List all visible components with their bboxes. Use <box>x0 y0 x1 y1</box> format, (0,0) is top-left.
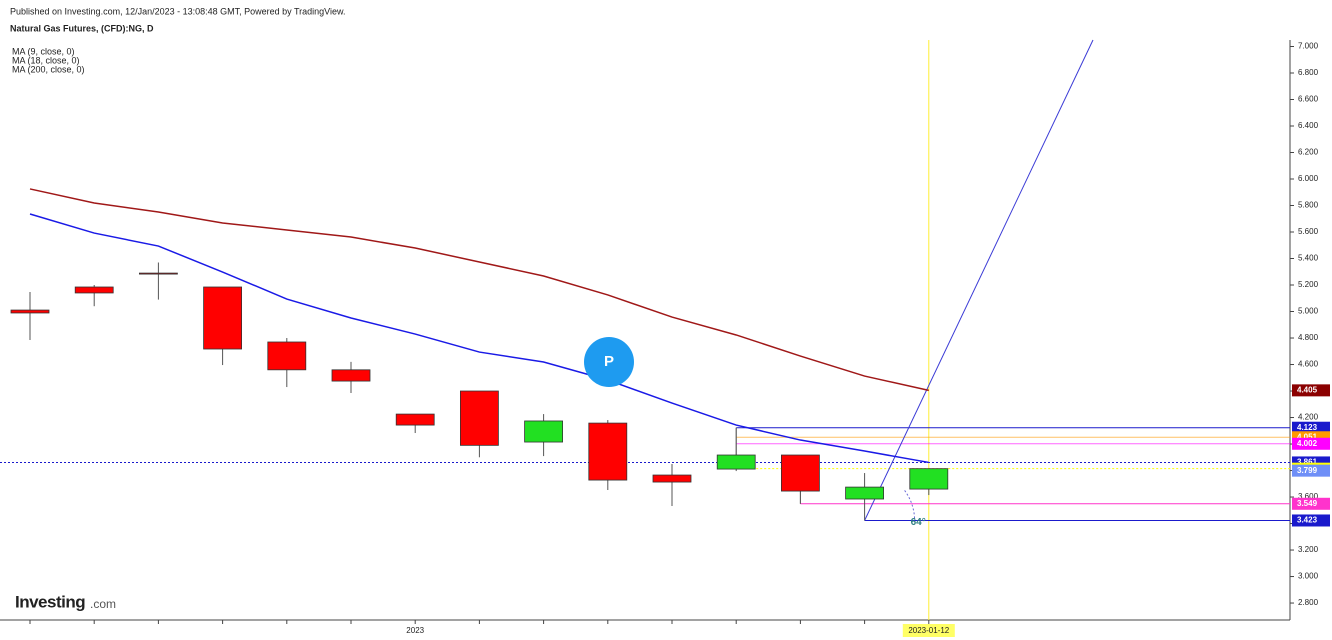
y-tick-label: 4.800 <box>1298 333 1319 342</box>
candle-body <box>524 420 563 443</box>
price-label-bg <box>1292 497 1330 510</box>
y-tick-label: 7.000 <box>1298 42 1319 51</box>
price-label-bg <box>1292 464 1330 477</box>
y-tick-label: 4.200 <box>1298 413 1319 422</box>
candle-body <box>138 272 178 275</box>
y-tick-label: 2.800 <box>1298 598 1319 607</box>
y-tick-label: 5.800 <box>1298 201 1319 210</box>
candle-body <box>267 341 307 371</box>
y-tick-label: 5.600 <box>1298 227 1319 236</box>
price-label: 3.861 <box>1297 458 1318 467</box>
x-tick-label: 2023-01-12 <box>908 626 949 635</box>
price-label: 3.799 <box>1297 466 1318 475</box>
marker-label: P <box>604 353 614 370</box>
logo-suffix: .com <box>90 597 116 611</box>
y-tick-label: 6.400 <box>1298 121 1319 130</box>
price-label: 4.051 <box>1297 432 1318 441</box>
x-tick-label-bg <box>902 624 955 637</box>
price-label: 3.549 <box>1297 499 1318 508</box>
candle-body <box>588 422 628 481</box>
chart-title: Natural Gas Futures, (CFD):NG, D <box>10 23 154 33</box>
ma-line <box>29 188 929 392</box>
candle-body <box>781 454 820 492</box>
price-label-bg <box>1292 514 1330 527</box>
price-label-bg <box>1292 384 1330 397</box>
candle-body <box>10 309 50 314</box>
candle-body <box>459 390 499 446</box>
legend-entry: MA (200, close, 0) <box>12 64 85 74</box>
price-label-bg <box>1292 437 1330 450</box>
y-tick-label: 6.200 <box>1298 148 1319 157</box>
y-tick-label: 4.600 <box>1298 360 1319 369</box>
legend-entry: MA (9, close, 0) <box>12 46 75 56</box>
marker <box>584 337 634 387</box>
y-tick-label: 5.400 <box>1298 254 1319 263</box>
logo-brand: Investing <box>15 592 85 611</box>
y-tick-label: 6.600 <box>1298 95 1319 104</box>
y-tick-label: 6.800 <box>1298 68 1319 77</box>
y-tick-label: 3.200 <box>1298 545 1319 554</box>
candle-body <box>331 369 371 382</box>
candle-body <box>203 286 243 350</box>
candle-body <box>716 454 756 470</box>
candle-body <box>395 413 435 426</box>
ma-line <box>29 213 929 464</box>
trend-line <box>864 39 1094 521</box>
candle-body <box>909 468 949 490</box>
price-label: 4.123 <box>1297 423 1318 432</box>
price-label: 4.405 <box>1297 385 1318 394</box>
price-label-bg <box>1292 421 1330 434</box>
legend-entry: MA (18, close, 0) <box>12 55 80 65</box>
price-label: 4.002 <box>1297 439 1318 448</box>
angle-label: 64° <box>911 517 926 528</box>
candle-body <box>74 286 114 294</box>
y-tick-label: 3.600 <box>1298 492 1319 501</box>
y-tick-label: 5.000 <box>1298 307 1319 316</box>
x-tick-label: 2023 <box>406 626 424 635</box>
candle-body <box>652 474 692 483</box>
chart-subtitle: Published on Investing.com, 12/Jan/2023 … <box>10 6 346 16</box>
y-tick-label: 3.000 <box>1298 572 1319 581</box>
angle-arc <box>904 490 916 521</box>
y-tick-label: 6.000 <box>1298 174 1319 183</box>
y-tick-label: 5.200 <box>1298 280 1319 289</box>
candle-body <box>845 486 884 500</box>
price-label: 3.423 <box>1297 516 1318 525</box>
